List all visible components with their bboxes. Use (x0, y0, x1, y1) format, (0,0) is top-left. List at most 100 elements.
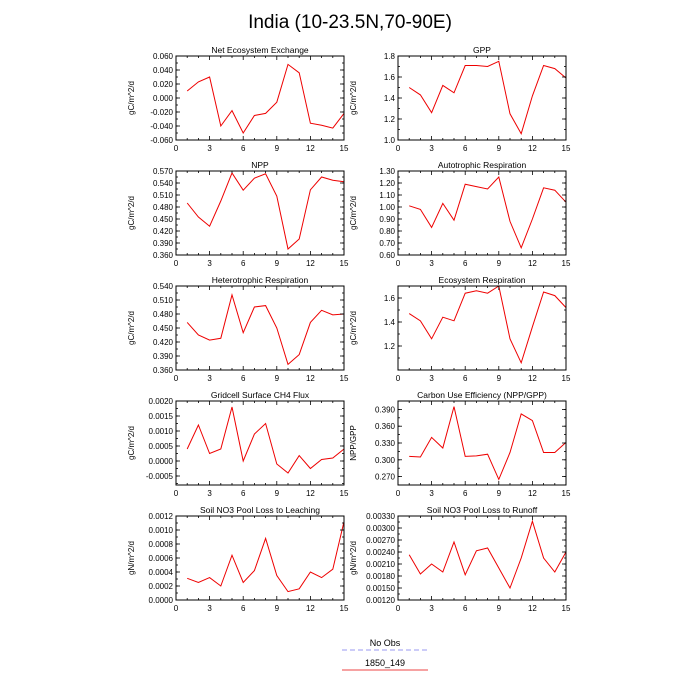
heterotrophic-respiration-xtick-label: 15 (340, 374, 349, 383)
net-ecosystem-exchange-ytick-label: 0.040 (153, 66, 174, 75)
soil-no3-pool-loss-to-runoff-ytick-label: 0.00300 (366, 524, 395, 533)
gpp-xtick-label: 3 (429, 144, 434, 153)
net-ecosystem-exchange-xtick-label: 12 (306, 144, 315, 153)
net-ecosystem-exchange-ytick-label: 0.060 (153, 52, 174, 61)
net-ecosystem-exchange-xtick-label: 3 (207, 144, 212, 153)
ecosystem-respiration-xtick-label: 3 (429, 374, 434, 383)
gridcell-surface-ch4-flux-series-line-0 (186, 406, 345, 474)
carbon-use-efficiency-npp-gpp-ylabel: NPP/GPP (349, 425, 358, 461)
gridcell-surface-ch4-flux-ytick-label: -0.0005 (146, 472, 174, 481)
panel-heterotrophic-respiration: Heterotrophic Respiration gC/m^2/d 0 3 6 9 12 1… (127, 275, 349, 383)
soil-no3-pool-loss-to-runoff-xtick-label: 0 (396, 604, 401, 613)
autotrophic-respiration-ytick-label: 1.20 (379, 179, 395, 188)
npp-ytick-label: 0.360 (153, 251, 174, 260)
npp-xtick-label: 9 (275, 259, 280, 268)
gpp-title: GPP (473, 45, 491, 55)
gridcell-surface-ch4-flux-ylabel: gC/m^2/d (127, 426, 136, 460)
ecosystem-respiration-xtick-label: 9 (497, 374, 502, 383)
soil-no3-pool-loss-to-runoff-ytick-label: 0.00180 (366, 572, 395, 581)
panel-gpp: GPP gC/m^2/d 0 3 6 9 12 15 1.0 1.2 1.4 1.6 1.8 (349, 45, 571, 153)
heterotrophic-respiration-ytick-label: 0.510 (153, 296, 174, 305)
carbon-use-efficiency-npp-gpp-plot-frame (397, 400, 567, 486)
ecosystem-respiration-xtick-label: 15 (562, 374, 571, 383)
gpp-ylabel: gC/m^2/d (349, 81, 358, 115)
soil-no3-pool-loss-to-leaching-ytick-label: 0.0010 (149, 526, 174, 535)
gpp-xtick-label: 6 (463, 144, 468, 153)
soil-no3-pool-loss-to-leaching-xtick-label: 3 (207, 604, 212, 613)
npp-ytick-label: 0.510 (153, 191, 174, 200)
gpp-xtick-label: 9 (497, 144, 502, 153)
gridcell-surface-ch4-flux-xtick-label: 0 (174, 489, 179, 498)
heterotrophic-respiration-xtick-label: 12 (306, 374, 315, 383)
net-ecosystem-exchange-plot-frame (175, 55, 345, 141)
ecosystem-respiration-xtick-label: 12 (528, 374, 537, 383)
net-ecosystem-exchange-title: Net Ecosystem Exchange (211, 45, 309, 55)
npp-xtick-label: 12 (306, 259, 315, 268)
panel-npp: NPP gC/m^2/d 0 3 6 9 12 15 0.360 0.390 0.420 0.450 0… (127, 160, 349, 268)
gpp-ytick-label: 1.8 (384, 52, 396, 61)
soil-no3-pool-loss-to-leaching-ytick-label: 0.0008 (149, 540, 174, 549)
soil-no3-pool-loss-to-runoff-xtick-label: 6 (463, 604, 468, 613)
soil-no3-pool-loss-to-leaching-ytick-label: 0.0002 (149, 582, 174, 591)
net-ecosystem-exchange-ytick-label: -0.060 (150, 136, 173, 145)
npp-ytick-label: 0.450 (153, 215, 174, 224)
gridcell-surface-ch4-flux-xtick-label: 3 (207, 489, 212, 498)
soil-no3-pool-loss-to-leaching-ylabel: gN/m^2/d (127, 541, 136, 575)
legend-label-no-obs: No Obs (370, 638, 401, 648)
soil-no3-pool-loss-to-leaching-ytick-label: 0.0012 (149, 512, 174, 521)
soil-no3-pool-loss-to-leaching-ytick-label: 0.0000 (149, 596, 174, 605)
soil-no3-pool-loss-to-leaching-ytick-label: 0.0006 (149, 554, 174, 563)
net-ecosystem-exchange-xtick-label: 6 (241, 144, 246, 153)
carbon-use-efficiency-npp-gpp-ytick-label: 0.300 (375, 456, 396, 465)
panel-ecosystem-respiration: Ecosystem Respiration gC/m^2/d 0 3 6 9 12 15 1.2… (349, 275, 571, 383)
carbon-use-efficiency-npp-gpp-xtick-label: 6 (463, 489, 468, 498)
legend-label-1850-149: 1850_149 (365, 658, 405, 668)
carbon-use-efficiency-npp-gpp-ytick-label: 0.270 (375, 473, 396, 482)
autotrophic-respiration-xtick-label: 12 (528, 259, 537, 268)
carbon-use-efficiency-npp-gpp-ytick-label: 0.330 (375, 439, 396, 448)
gridcell-surface-ch4-flux-ytick-label: 0.0005 (149, 442, 174, 451)
net-ecosystem-exchange-ytick-label: -0.020 (150, 108, 173, 117)
carbon-use-efficiency-npp-gpp-xtick-label: 0 (396, 489, 401, 498)
carbon-use-efficiency-npp-gpp-series-line-0 (409, 406, 567, 481)
autotrophic-respiration-ytick-label: 1.10 (379, 191, 395, 200)
soil-no3-pool-loss-to-leaching-plot-frame (175, 515, 345, 601)
panel-gridcell-surface-ch4-flux: Gridcell Surface CH4 Flux gC/m^2/d 0 3 6 9 12 1… (127, 390, 349, 498)
soil-no3-pool-loss-to-runoff-xtick-label: 12 (528, 604, 537, 613)
gridcell-surface-ch4-flux-xtick-label: 12 (306, 489, 315, 498)
panel-net-ecosystem-exchange: Net Ecosystem Exchange gC/m^2/d 0 3 6 9 12 15 -0… (127, 45, 349, 153)
soil-no3-pool-loss-to-leaching-series-line-0 (187, 521, 345, 593)
heterotrophic-respiration-ylabel: gC/m^2/d (127, 311, 136, 345)
net-ecosystem-exchange-ylabel: gC/m^2/d (127, 81, 136, 115)
autotrophic-respiration-ytick-label: 1.30 (379, 167, 395, 176)
net-ecosystem-exchange-ytick-label: 0.020 (153, 80, 174, 89)
heterotrophic-respiration-xtick-label: 6 (241, 374, 246, 383)
gpp-xtick-label: 15 (562, 144, 571, 153)
autotrophic-respiration-ytick-label: 0.80 (379, 227, 395, 236)
autotrophic-respiration-xtick-label: 9 (497, 259, 502, 268)
ecosystem-respiration-xtick-label: 6 (463, 374, 468, 383)
npp-series-line-0 (186, 171, 345, 250)
soil-no3-pool-loss-to-leaching-xtick-label: 12 (306, 604, 315, 613)
npp-title: NPP (251, 160, 269, 170)
carbon-use-efficiency-npp-gpp-ytick-label: 0.390 (375, 405, 396, 414)
gridcell-surface-ch4-flux-ytick-label: 0.0020 (149, 397, 174, 406)
soil-no3-pool-loss-to-runoff-ytick-label: 0.00270 (366, 536, 395, 545)
gridcell-surface-ch4-flux-xtick-label: 15 (340, 489, 349, 498)
soil-no3-pool-loss-to-runoff-plot-frame (397, 515, 567, 601)
npp-ytick-label: 0.540 (153, 179, 174, 188)
soil-no3-pool-loss-to-runoff-ytick-label: 0.00120 (366, 596, 395, 605)
soil-no3-pool-loss-to-runoff-ytick-label: 0.00150 (366, 584, 395, 593)
gridcell-surface-ch4-flux-title: Gridcell Surface CH4 Flux (211, 390, 310, 400)
carbon-use-efficiency-npp-gpp-xtick-label: 3 (429, 489, 434, 498)
ecosystem-respiration-xtick-label: 0 (396, 374, 401, 383)
autotrophic-respiration-ytick-label: 0.70 (379, 239, 395, 248)
net-ecosystem-exchange-xtick-label: 9 (275, 144, 280, 153)
gridcell-surface-ch4-flux-xtick-label: 9 (275, 489, 280, 498)
carbon-use-efficiency-npp-gpp-xtick-label: 9 (497, 489, 502, 498)
autotrophic-respiration-xtick-label: 3 (429, 259, 434, 268)
gridcell-surface-ch4-flux-plot-frame (175, 400, 345, 486)
soil-no3-pool-loss-to-leaching-xtick-label: 6 (241, 604, 246, 613)
gpp-series-line-0 (408, 60, 567, 135)
